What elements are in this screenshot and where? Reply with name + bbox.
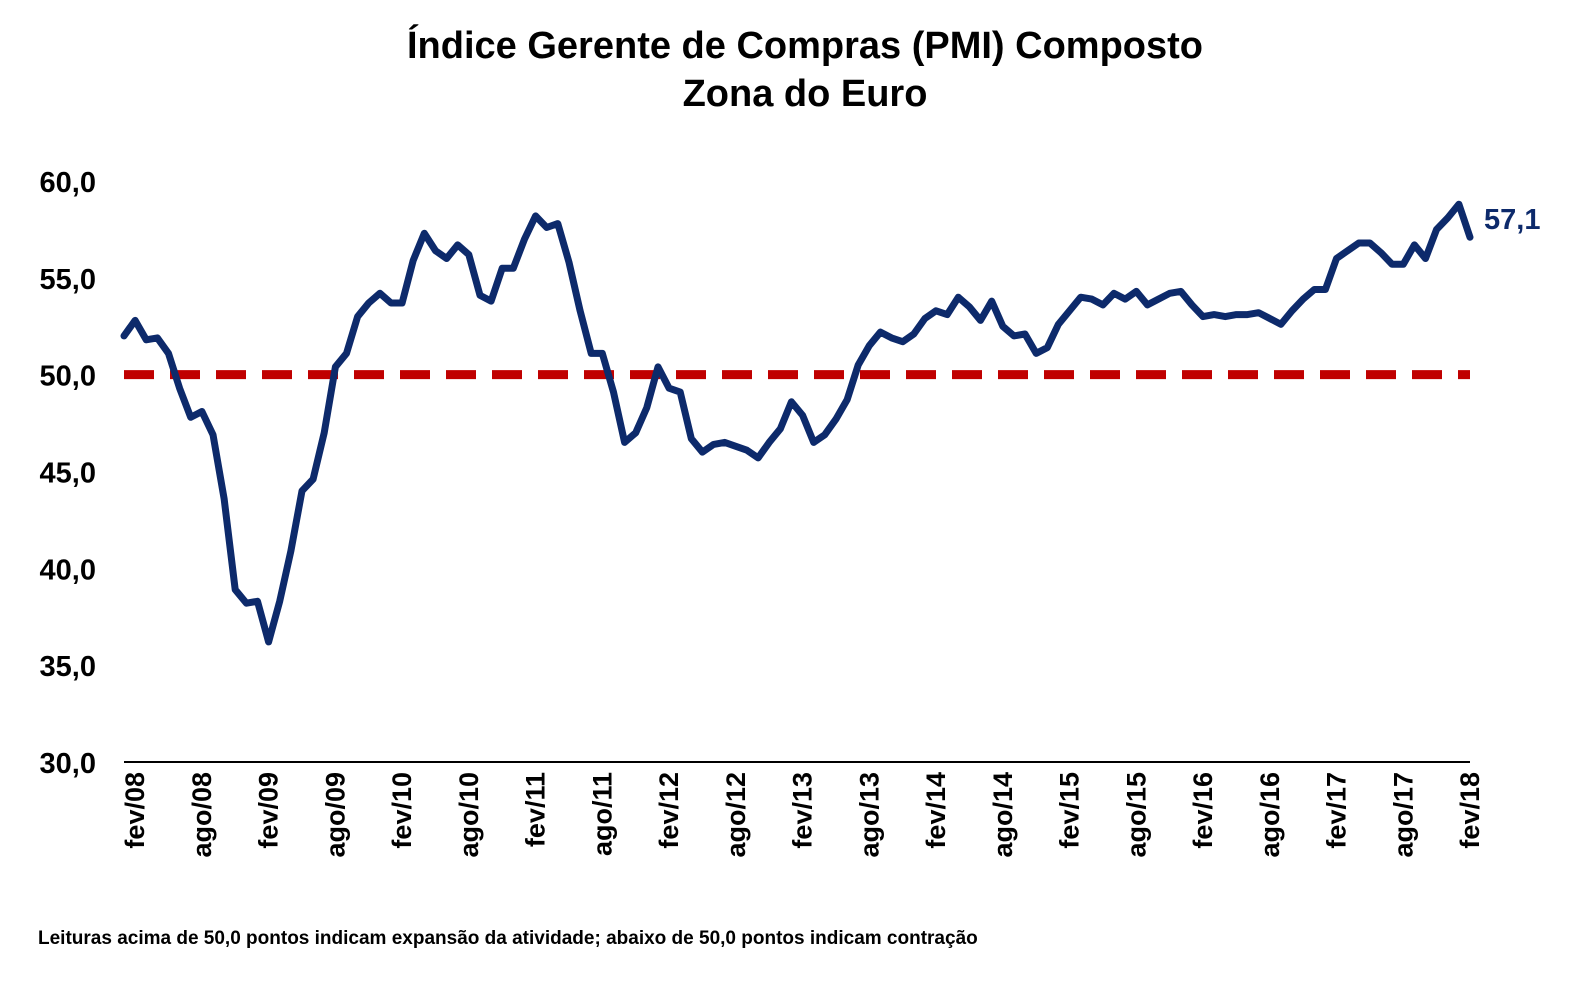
y-tick-label: 60,0 (40, 167, 96, 199)
x-tick-label: fev/13 (788, 772, 818, 849)
pmi-series-line (120, 200, 1474, 646)
x-axis-ticks: fev/08 ago/08 fev/09 ago/09 fev/10 ago/10 fev/… (120, 772, 1485, 858)
y-tick-label: 50,0 (40, 361, 96, 393)
x-tick-label: ago/13 (854, 772, 884, 858)
x-tick-label: ago/10 (454, 772, 484, 858)
x-tick-label: fev/16 (1188, 772, 1218, 849)
x-tick-label: ago/14 (988, 772, 1018, 858)
x-tick-label: fev/15 (1055, 772, 1085, 849)
y-tick-label: 45,0 (40, 458, 96, 490)
x-tick-label: ago/17 (1388, 772, 1418, 858)
x-tick-label: ago/11 (587, 772, 617, 856)
y-axis-ticks: 30,0 35,0 40,0 45,0 50,0 55,0 60,0 (40, 167, 96, 780)
y-tick-label: 30,0 (40, 748, 96, 780)
last-value-label: 57,1 (1484, 204, 1540, 236)
x-tick-label: fev/08 (120, 772, 150, 849)
x-tick-label: fev/14 (921, 772, 951, 849)
y-tick-label: 40,0 (40, 554, 96, 586)
x-tick-label: ago/16 (1255, 772, 1285, 858)
chart-subtitle: Zona do Euro (682, 73, 928, 115)
x-tick-label: fev/11 (521, 772, 551, 847)
x-tick-label: fev/10 (387, 772, 417, 849)
footnote: Leituras acima de 50,0 pontos indicam ex… (38, 928, 978, 949)
x-tick-label: fev/09 (254, 772, 284, 849)
y-tick-label: 55,0 (40, 264, 96, 296)
chart-title: Índice Gerente de Compras (PMI) Composto (407, 25, 1203, 67)
x-tick-label: fev/12 (654, 772, 684, 849)
series-layer (120, 200, 1474, 646)
chart-title-block: Índice Gerente de Compras (PMI) Composto… (0, 22, 1583, 118)
y-tick-label: 35,0 (40, 651, 96, 683)
x-tick-label: ago/12 (721, 772, 751, 858)
x-tick-label: ago/09 (320, 772, 350, 858)
x-tick-label: fev/18 (1455, 772, 1485, 849)
x-tick-label: ago/15 (1121, 772, 1151, 858)
x-tick-label: ago/08 (187, 772, 217, 858)
x-tick-label: fev/17 (1322, 772, 1352, 849)
